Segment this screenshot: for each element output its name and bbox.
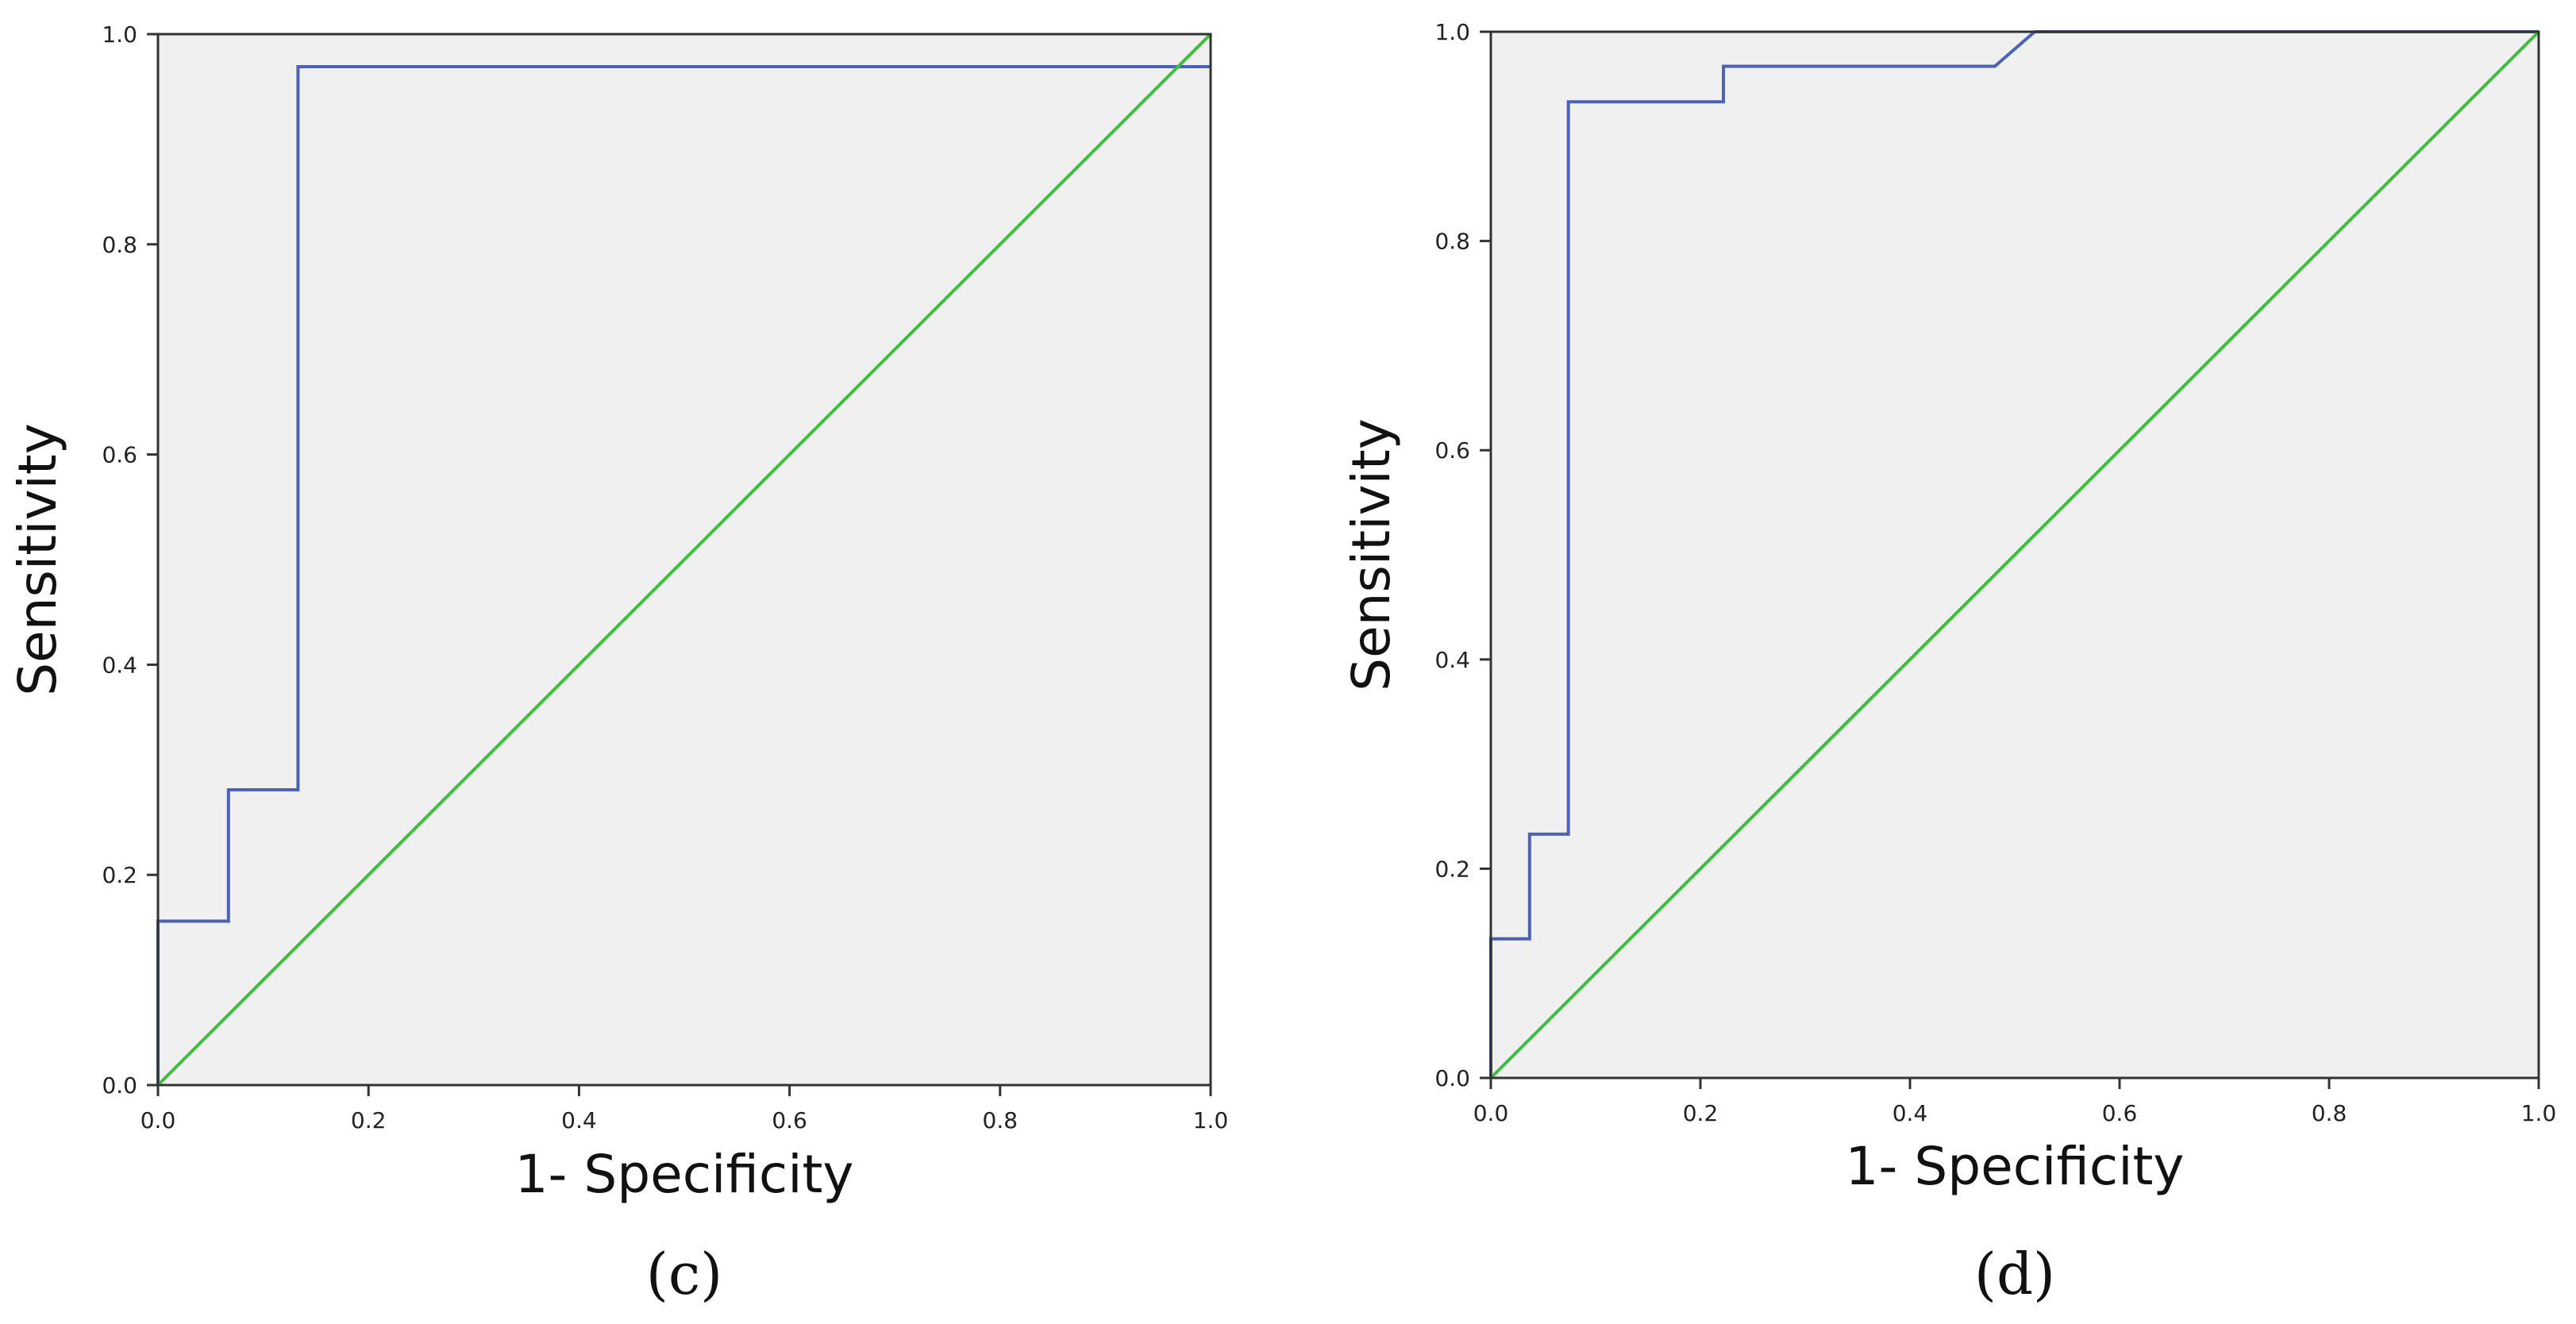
panel-label: (d) xyxy=(1974,1241,2055,1307)
y-tick-label: 0.8 xyxy=(1434,229,1470,255)
y-tick-label: 1.0 xyxy=(102,21,137,48)
roc-chart-c: 0.0 0.2 0.4 0.6 0.8 1.0 0.0 0.2 0.4 0.6 0.8 1.0 1- S… xyxy=(7,21,1228,1307)
x-axis-title: 1- Specificity xyxy=(515,1144,854,1205)
plot-frame xyxy=(1489,30,2540,1080)
reference-line xyxy=(1489,30,2540,1080)
reference-line xyxy=(156,33,1212,1087)
y-tick-label: 0.8 xyxy=(102,232,137,258)
x-tick-label: 0.6 xyxy=(772,1107,807,1133)
roc-chart-d: 0.0 0.2 0.4 0.6 0.8 1.0 0.0 0.2 0.4 0.6 0.8 1.0 1- S… xyxy=(1341,19,2556,1307)
x-tick-label: 0.0 xyxy=(141,1107,176,1133)
x-axis-title: 1- Specificity xyxy=(1846,1136,2185,1197)
x-tick-label: 0.4 xyxy=(561,1107,597,1133)
y-tick-label: 0.0 xyxy=(1434,1065,1470,1091)
roc-curve-line xyxy=(1489,30,2539,1078)
x-tick-label: 1.0 xyxy=(2521,1100,2557,1126)
x-tick-label: 0.2 xyxy=(351,1107,387,1133)
x-tick-label: 0.0 xyxy=(1473,1100,1509,1126)
y-tick-label: 0.2 xyxy=(102,862,137,888)
x-tick-label: 0.4 xyxy=(1893,1100,1928,1126)
y-axis-title: Sensitivity xyxy=(1341,418,1402,691)
plot-frame xyxy=(156,33,1212,1087)
y-tick-label: 0.6 xyxy=(102,442,137,468)
panel-label: (c) xyxy=(646,1241,723,1307)
x-tick-label: 0.8 xyxy=(2312,1100,2347,1126)
y-tick-label: 1.0 xyxy=(1434,19,1470,45)
x-tick-label: 0.8 xyxy=(983,1107,1018,1133)
y-tick-label: 0.6 xyxy=(1434,437,1470,464)
x-tick-label: 1.0 xyxy=(1193,1107,1229,1133)
y-tick-label: 0.0 xyxy=(102,1072,137,1099)
y-axis-title: Sensitivity xyxy=(7,423,68,696)
x-tick-label: 0.2 xyxy=(1683,1100,1719,1126)
y-tick-label: 0.4 xyxy=(1434,647,1470,673)
y-tick-label: 0.4 xyxy=(102,652,137,678)
y-tick-label: 0.2 xyxy=(1434,856,1470,882)
x-tick-label: 0.6 xyxy=(2102,1100,2138,1126)
